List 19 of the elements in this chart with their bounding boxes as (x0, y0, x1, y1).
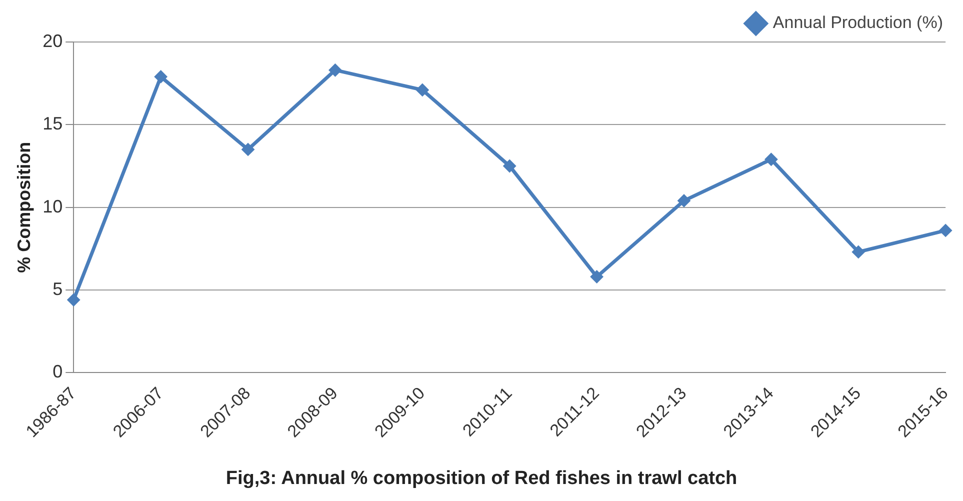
text: Fig,3: Annual % composition of Red fishes in trawl catch (226, 468, 738, 489)
point (328, 64, 342, 77)
legend-label: Annual Production (%) (772, 13, 943, 32)
point (590, 270, 604, 284)
y-tick-label: 20 (42, 30, 63, 51)
point (503, 160, 516, 172)
point (939, 224, 952, 237)
y-tick-label: 15 (42, 114, 63, 134)
point (242, 142, 255, 156)
point (416, 83, 429, 96)
point (764, 152, 778, 166)
y-axis-title: % Composition (14, 142, 34, 273)
y-tick-label: 5 (52, 278, 63, 299)
point (154, 70, 168, 84)
y-tick-label: 0 (52, 362, 63, 382)
point (67, 293, 80, 306)
point (852, 245, 865, 258)
y-tick-label: 10 (42, 196, 63, 216)
point (677, 194, 690, 208)
